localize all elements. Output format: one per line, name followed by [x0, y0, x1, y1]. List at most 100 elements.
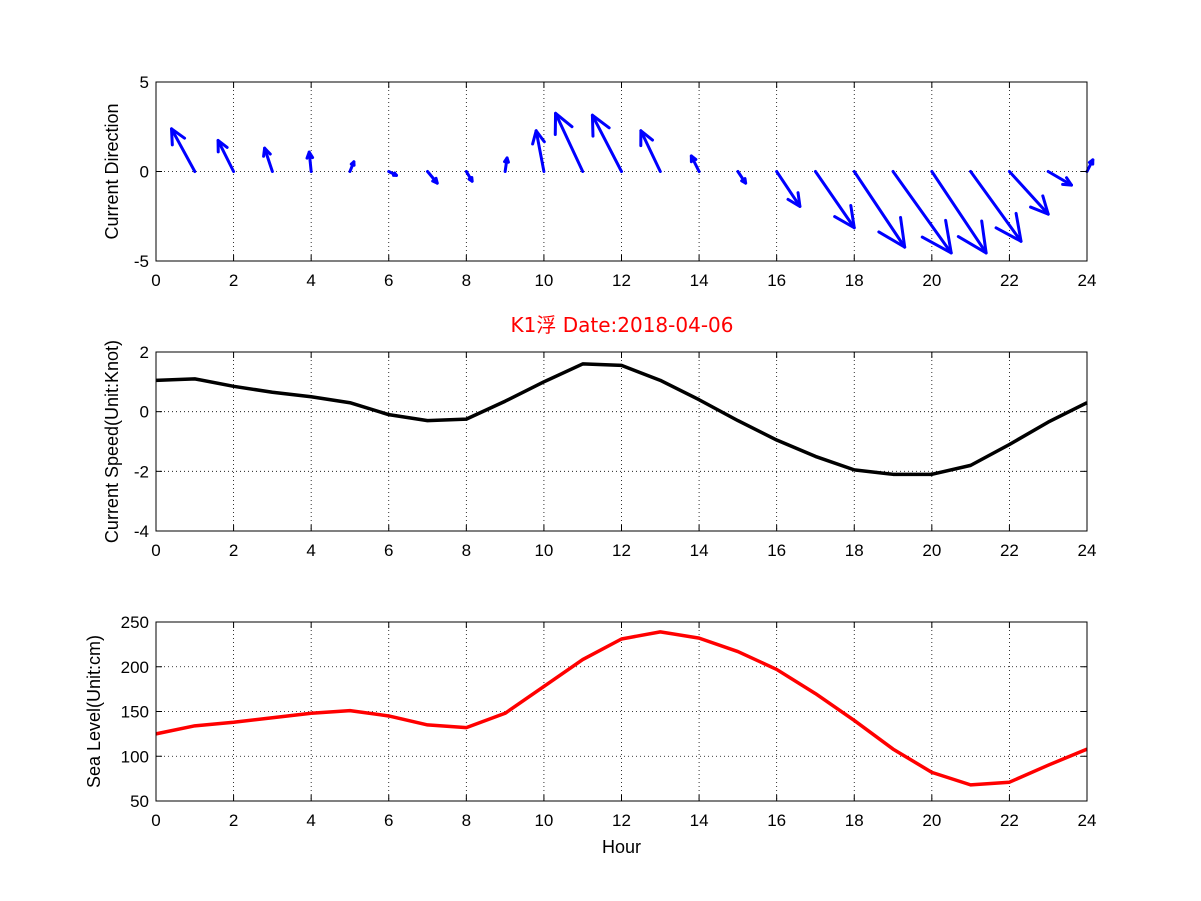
quiver-arrowhead — [833, 203, 856, 230]
sea-level-xtick-label: 18 — [845, 811, 864, 830]
quiver-arrow — [590, 113, 623, 173]
current-speed-xtick-label: 22 — [1000, 541, 1019, 560]
quiver-arrow — [554, 111, 585, 173]
current-speed-xtick-label: 10 — [534, 541, 553, 560]
quiver-arrowhead — [639, 129, 655, 148]
current-speed-xtick-label: 20 — [922, 541, 941, 560]
current-direction-xtick-label: 14 — [690, 271, 709, 290]
quiver-arrowhead — [553, 111, 574, 137]
current-direction-ytick-label: -5 — [134, 252, 149, 271]
current-direction-xtick-label: 18 — [845, 271, 864, 290]
current-direction-xtick-label: 16 — [767, 271, 786, 290]
quiver-arrow — [775, 170, 802, 208]
quiver-arrowhead — [877, 215, 907, 249]
quiver-arrowhead — [1087, 158, 1095, 166]
current-speed-xtick-label: 16 — [767, 541, 786, 560]
quiver-arrow — [813, 170, 856, 230]
sea-level-xtick-label: 10 — [534, 811, 553, 830]
sea-level-ytick-label: 150 — [121, 703, 149, 722]
sea-level-xtick-label: 2 — [229, 811, 238, 830]
sea-level-xtick-label: 12 — [612, 811, 631, 830]
sea-level-xtick-label: 22 — [1000, 811, 1019, 830]
quiver-arrowhead — [467, 175, 474, 183]
sea-level-ytick-label: 50 — [130, 792, 149, 811]
sea-level-ytick-label: 200 — [121, 658, 149, 677]
current-direction-xtick-label: 24 — [1078, 271, 1097, 290]
chart-title: K1浮 Date:2018-04-06 — [511, 313, 734, 337]
current-direction-xtick-label: 2 — [229, 271, 238, 290]
sea-level-xtick-label: 0 — [151, 811, 160, 830]
current-speed-xtick-label: 12 — [612, 541, 631, 560]
sea-level-xtick-label: 20 — [922, 811, 941, 830]
quiver-arrow — [263, 146, 274, 173]
quiver-arrow — [170, 127, 197, 173]
current-speed-xtick-label: 8 — [462, 541, 471, 560]
quiver-arrow — [852, 170, 907, 249]
current-direction-ytick-label: 5 — [140, 73, 149, 92]
current-direction-xtick-label: 0 — [151, 271, 160, 290]
sea-level-ytick-label: 250 — [121, 613, 149, 632]
current-speed-ylabel: Current Speed(Unit:Knot) — [102, 340, 122, 543]
current-speed-xtick-label: 0 — [151, 541, 160, 560]
quiver-arrowhead — [740, 177, 748, 185]
sea-level-ytick-label: 100 — [121, 747, 149, 766]
quiver-arrowhead — [262, 146, 272, 158]
quiver-arrowhead — [956, 219, 988, 255]
quiver-arrowhead — [1029, 194, 1050, 216]
quiver-arrowhead — [786, 191, 802, 208]
sea-level-xtick-label: 6 — [384, 811, 393, 830]
current-direction-xtick-label: 8 — [462, 271, 471, 290]
current-speed-series-line — [155, 362, 1088, 477]
quiver-arrowhead — [305, 150, 315, 160]
current-direction-xtick-label: 22 — [1000, 271, 1019, 290]
current-speed-axes-bg — [156, 352, 1087, 531]
sea-level-series-line — [155, 630, 1088, 787]
quiver-arrow — [534, 129, 546, 173]
quiver-arrow — [969, 170, 1023, 243]
quiver-arrowhead — [920, 218, 953, 255]
quiver-arrow — [1007, 170, 1050, 216]
sea-level-xtick-label: 14 — [690, 811, 709, 830]
quiver-arrow — [891, 170, 953, 255]
sea-level-xtick-label: 4 — [306, 811, 315, 830]
current-speed-xtick-label: 14 — [690, 541, 709, 560]
sea-level-xlabel: Hour — [602, 837, 641, 857]
quiver-arrowhead — [531, 129, 546, 146]
sea-level-ylabel: Sea Level(Unit:cm) — [84, 635, 104, 788]
current-speed-ytick-label: 0 — [140, 403, 149, 422]
quiver-arrowhead — [349, 160, 356, 167]
quiver-arrowhead — [994, 211, 1023, 243]
quiver-arrowhead — [431, 176, 439, 185]
quiver-arrowhead — [689, 154, 698, 164]
current-speed-xtick-label: 6 — [384, 541, 393, 560]
quiver-arrow — [216, 138, 236, 173]
sea-level-xtick-label: 16 — [767, 811, 786, 830]
current-speed-xtick-label: 18 — [845, 541, 864, 560]
current-direction-xtick-label: 20 — [922, 271, 941, 290]
quiver-arrowhead — [216, 138, 229, 154]
quiver-arrow — [930, 170, 988, 255]
current-speed-ytick-label: -4 — [134, 522, 149, 541]
quiver-arrowhead — [392, 171, 399, 177]
quiver-arrow — [639, 129, 662, 173]
current-direction-ytick-label: 0 — [140, 163, 149, 182]
current-speed-ytick-label: -2 — [134, 462, 149, 481]
current-direction-xtick-label: 10 — [534, 271, 553, 290]
current-direction-xtick-label: 12 — [612, 271, 631, 290]
sea-level-xtick-label: 24 — [1078, 811, 1097, 830]
current-direction-xtick-label: 4 — [306, 271, 315, 290]
current-speed-xtick-label: 24 — [1078, 541, 1097, 560]
current-speed-xtick-label: 2 — [229, 541, 238, 560]
quiver-arrowhead — [1061, 176, 1073, 187]
current-direction-ylabel: Current Direction — [102, 103, 122, 239]
sea-level-xtick-label: 8 — [462, 811, 471, 830]
quiver-arrow — [1046, 170, 1073, 187]
current-speed-ytick-label: 2 — [140, 343, 149, 362]
quiver-arrowhead — [503, 156, 510, 164]
current-direction-xtick-label: 6 — [384, 271, 393, 290]
current-speed-xtick-label: 4 — [306, 541, 315, 560]
